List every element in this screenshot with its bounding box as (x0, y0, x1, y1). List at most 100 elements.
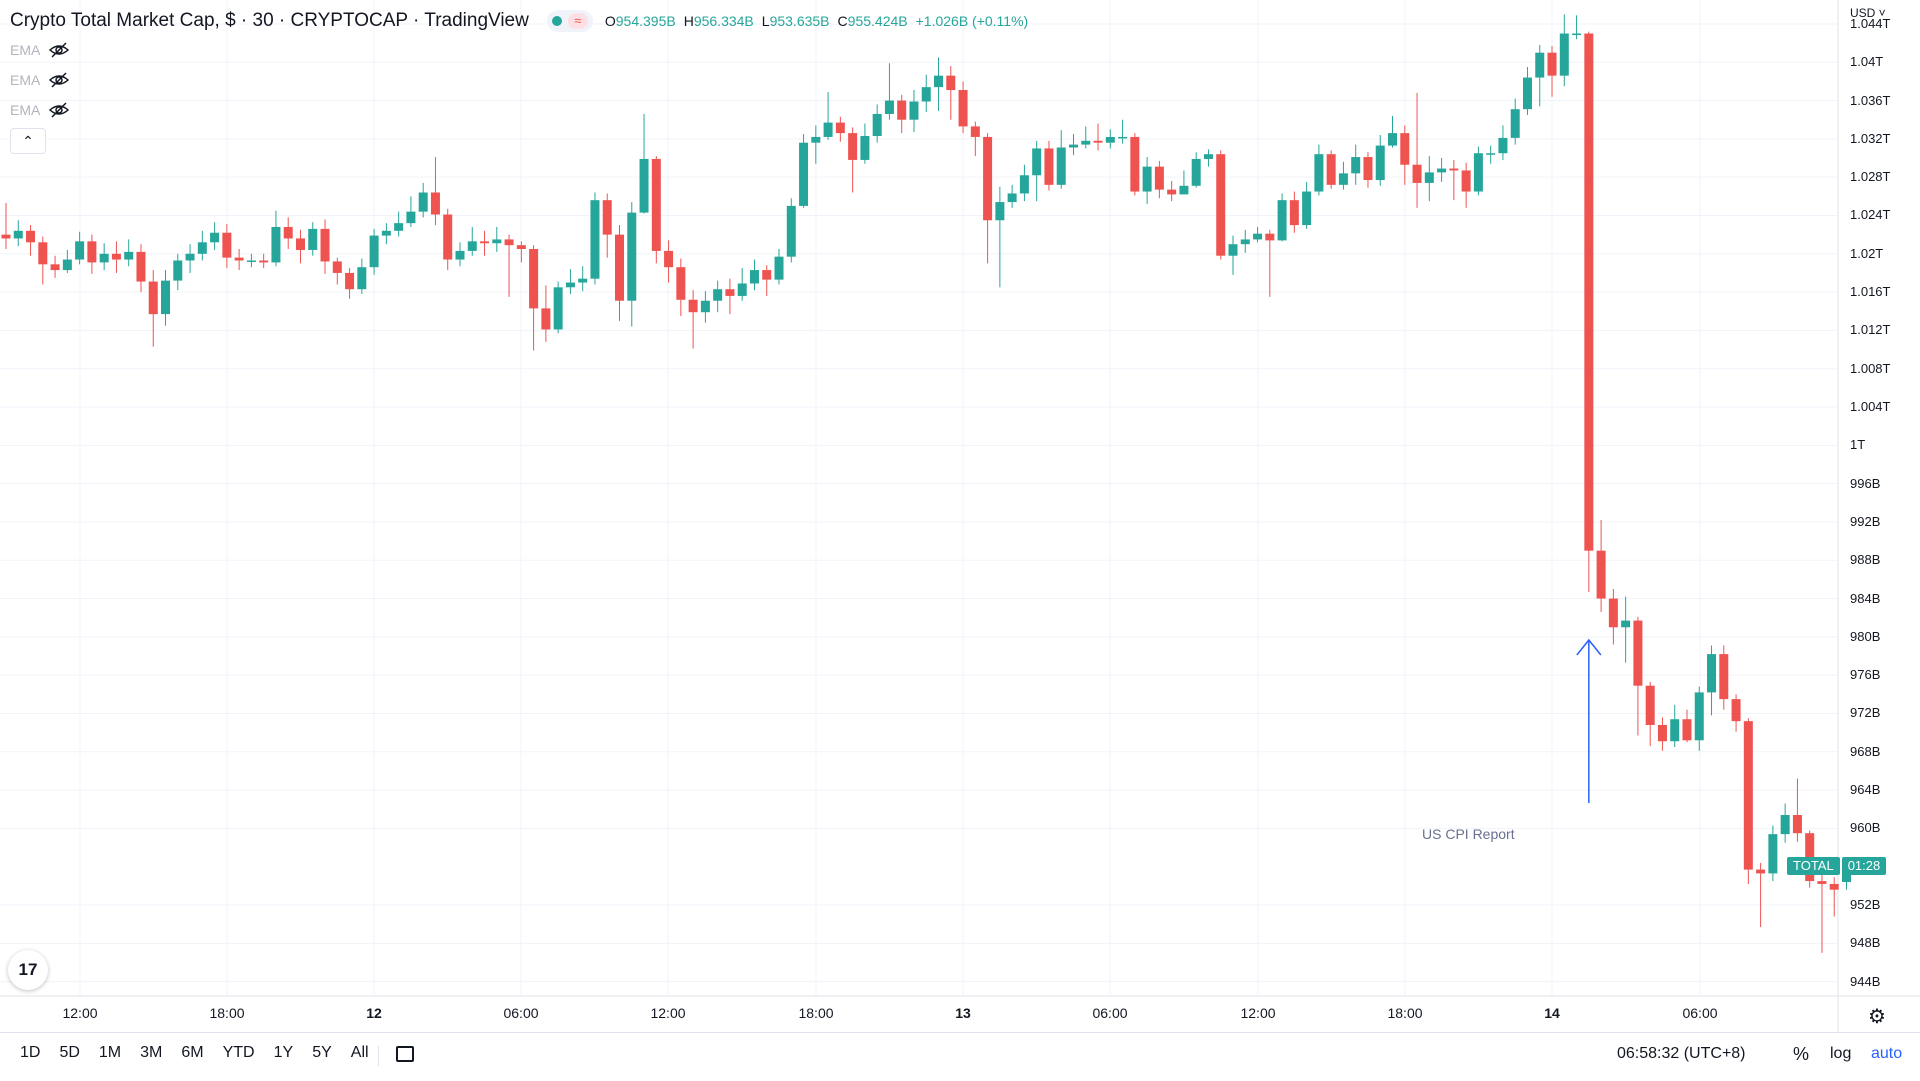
candle (1694, 686, 1704, 751)
candle (1216, 150, 1226, 260)
candle (1473, 146, 1483, 196)
price-tick-label: 980B (1850, 628, 1881, 644)
auto-scale-toggle[interactable]: auto (1871, 1045, 1903, 1062)
candle (1608, 588, 1618, 645)
candle-body (1105, 136, 1115, 143)
candle-body (1326, 154, 1336, 185)
candle (627, 202, 637, 327)
range-button-ytd[interactable]: YTD (222, 1044, 255, 1061)
candle-body (455, 250, 465, 260)
candle-body (1584, 33, 1594, 551)
candle (1056, 130, 1066, 189)
candle-body (1081, 140, 1091, 145)
chart-header: Crypto Total Market Cap, $ · 30 · CRYPTO… (10, 8, 1028, 34)
candle (1019, 164, 1029, 202)
candle (1792, 778, 1802, 842)
candle-body (786, 205, 796, 257)
range-button-1y[interactable]: 1Y (273, 1044, 294, 1061)
candle (1756, 862, 1766, 928)
cpi-arrow (1576, 638, 1602, 803)
price-tick-label: 960B (1850, 820, 1881, 836)
candle (884, 63, 894, 120)
candle (1461, 162, 1471, 208)
candle-body (1743, 721, 1753, 870)
symbol-title[interactable]: Crypto Total Market Cap, $ · 30 · CRYPTO… (10, 10, 529, 31)
eye-off-icon[interactable] (48, 71, 70, 89)
range-button-all[interactable]: All (350, 1044, 369, 1061)
range-button-1d[interactable]: 1D (20, 1044, 41, 1061)
market-status-pill[interactable]: ≈ (546, 10, 593, 32)
currency-selector[interactable]: USD ˅ (1850, 6, 1886, 20)
log-scale-toggle[interactable]: log (1830, 1045, 1852, 1062)
candle-body (492, 239, 502, 244)
range-button-3m[interactable]: 3M (140, 1044, 163, 1061)
price-tick-label: 996B (1850, 475, 1881, 491)
candle (1351, 144, 1361, 185)
price-tick-label: 1T (1850, 437, 1866, 453)
candle (99, 243, 109, 271)
candle-body (1424, 172, 1434, 183)
candle (345, 268, 355, 299)
range-button-6m[interactable]: 6M (181, 1044, 204, 1061)
candle-body (26, 230, 36, 243)
indicator-row-ema-2[interactable]: EMA (10, 68, 70, 92)
candle-body (1461, 170, 1471, 192)
candle (958, 81, 968, 134)
candle (504, 234, 514, 297)
percent-scale-toggle[interactable]: % (1793, 1044, 1810, 1064)
candle-body (700, 300, 710, 313)
candle (467, 226, 477, 256)
candle-body (799, 142, 809, 206)
eye-off-icon[interactable] (48, 41, 70, 59)
candle (590, 192, 600, 285)
high-label: H (683, 13, 694, 29)
collapse-indicators-button[interactable]: ⌃ (10, 128, 46, 154)
candle-body (1118, 136, 1128, 139)
candle (934, 57, 944, 112)
gear-icon[interactable]: ⚙ (1868, 1006, 1886, 1028)
price-tick-label: 1.044T (1850, 15, 1891, 31)
time-tick-label: 18:00 (798, 1005, 834, 1021)
clock-display[interactable]: 06:58:32 (UTC+8) (1617, 1045, 1746, 1062)
candle-body (725, 289, 735, 296)
range-button-5d[interactable]: 5D (59, 1044, 80, 1061)
eye-off-icon[interactable] (48, 101, 70, 119)
candle (1191, 152, 1201, 188)
candle-body (504, 239, 514, 246)
candle (1167, 181, 1177, 202)
time-tick-label: 14 (1544, 1005, 1560, 1021)
range-button-1m[interactable]: 1M (98, 1044, 122, 1061)
candle (823, 91, 833, 140)
calendar-icon[interactable] (396, 1046, 414, 1062)
candle (320, 219, 330, 274)
candle (1142, 157, 1152, 204)
indicator-row-ema-3[interactable]: EMA (10, 98, 70, 122)
candle-body (749, 270, 759, 284)
time-tick-label: 12:00 (650, 1005, 686, 1021)
candle (737, 268, 747, 301)
high-value: 956.334B (693, 13, 754, 29)
price-tick-label: 968B (1850, 743, 1881, 759)
candle-body (136, 251, 146, 282)
candle (1265, 229, 1275, 297)
ohlc-values: O954.395B H956.334B L953.635B C955.424B … (605, 13, 1028, 29)
candle-body (430, 192, 440, 215)
candle (1228, 235, 1238, 275)
candle-body (1559, 33, 1569, 76)
tradingview-logo-icon[interactable]: 17 (8, 950, 48, 990)
indicator-row-ema-1[interactable]: EMA (10, 38, 70, 62)
candle-body (1130, 136, 1140, 192)
candle-body (1032, 148, 1042, 176)
range-button-5y[interactable]: 5Y (312, 1044, 332, 1061)
candle-body (1400, 133, 1410, 165)
candle-body (860, 135, 870, 160)
candle (1154, 160, 1164, 199)
toolbar-divider (378, 1046, 379, 1066)
candle-body (1351, 157, 1361, 174)
candle-body (1768, 834, 1778, 874)
candle-body (1535, 52, 1545, 78)
candle-body (1, 234, 11, 239)
candle-body (995, 202, 1005, 221)
candle (234, 249, 244, 271)
